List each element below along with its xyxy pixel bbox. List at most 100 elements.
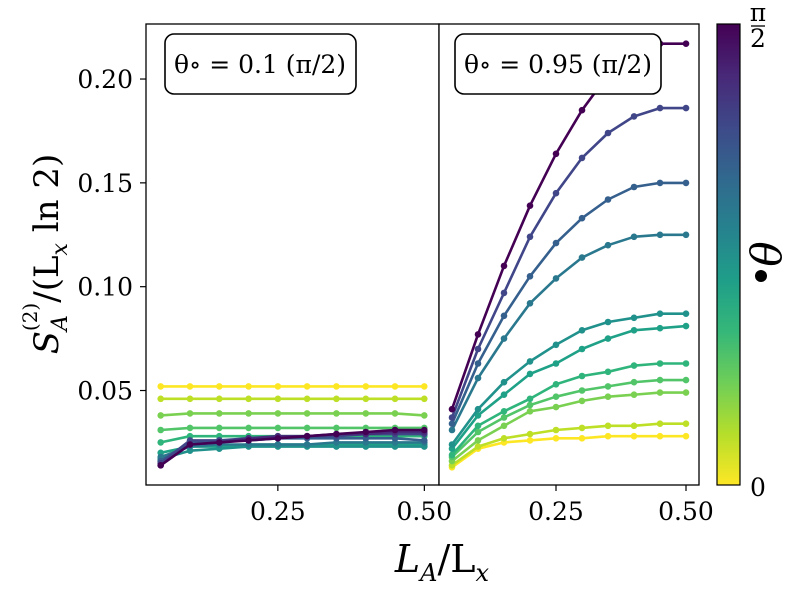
right-point (526, 273, 534, 280)
right-point (500, 378, 508, 386)
ylabel-sup: (2) (18, 303, 42, 331)
xlabel-mid: /L (437, 537, 475, 581)
xlabel-sub2: x (476, 559, 490, 587)
right-panel: 0.25 0.50 θ∘ = 0.95 (π/2) (438, 23, 714, 526)
left-plot-area (146, 24, 439, 485)
left-point (274, 435, 282, 442)
right-series-line-7 (450, 233, 686, 431)
right-point (552, 189, 560, 197)
left-series-0 (157, 383, 428, 390)
right-plot-area (439, 24, 699, 485)
right-point (656, 432, 664, 440)
right-point (552, 275, 560, 282)
xlabel-sub: A (418, 559, 437, 587)
left-point (186, 410, 194, 417)
right-series-8 (448, 179, 690, 428)
right-annotation-box: θ∘ = 0.95 (π/2) (454, 33, 662, 95)
right-point (526, 395, 534, 403)
colorbar-top-num: π (750, 0, 766, 27)
left-series-line-3 (160, 426, 425, 432)
right-series-line-5 (450, 324, 687, 450)
left-point (333, 395, 340, 403)
left-point (421, 426, 428, 434)
right-point (552, 150, 560, 158)
right-point (682, 179, 690, 187)
right-series-2 (448, 389, 690, 465)
right-point (448, 426, 456, 434)
left-point (303, 432, 311, 440)
right-point (578, 424, 586, 432)
right-point (656, 310, 664, 318)
left-point (157, 412, 164, 419)
right-point (682, 310, 690, 318)
left-annotation-text: θ∘ = 0.1 (π/2) (174, 50, 346, 79)
left-y-ticks: 0.05 0.10 0.15 0.20 (77, 65, 146, 406)
left-point (274, 441, 282, 448)
right-series-line-3 (451, 378, 686, 458)
left-point (333, 410, 340, 417)
ylabel-tail: ln 2) (27, 154, 67, 243)
left-point (421, 383, 428, 390)
left-point (333, 383, 340, 390)
left-point (157, 462, 164, 469)
left-point (303, 441, 311, 448)
right-point (448, 420, 456, 428)
xlabel-main: L (394, 537, 420, 581)
right-point (604, 422, 612, 430)
right-x-tick-label: 0.25 (528, 497, 584, 526)
right-point (604, 383, 612, 390)
right-series-3 (448, 376, 690, 461)
left-point (333, 424, 340, 432)
right-point (474, 374, 482, 382)
right-series-6 (448, 310, 690, 448)
right-series-line-0 (451, 434, 686, 469)
right-point (526, 430, 534, 438)
left-point (216, 410, 223, 417)
right-point (682, 432, 690, 440)
colorbar-top-den: 2 (750, 24, 766, 53)
right-point (448, 441, 456, 448)
right-point (500, 312, 508, 320)
left-point (391, 395, 399, 403)
right-point (656, 376, 664, 384)
right-point (474, 428, 482, 436)
right-x-ticks: 0.25 0.50 (528, 485, 714, 526)
x-axis-label: LA/Lx (394, 537, 490, 587)
colorbar-bar (716, 23, 741, 486)
right-point (500, 408, 508, 415)
right-point (500, 262, 508, 270)
right-point (682, 360, 690, 367)
right-point (578, 387, 586, 394)
y-tick-label: 0.20 (77, 65, 133, 94)
right-point (630, 327, 638, 334)
right-frame (438, 23, 700, 486)
right-series-line-6 (450, 312, 686, 446)
left-point (245, 395, 252, 403)
left-panel: 0.05 0.10 0.15 0.20 0.25 0.50 θ∘ = 0.1 (π/2) (77, 23, 452, 526)
right-point (474, 437, 482, 444)
right-point (474, 412, 482, 419)
left-point (274, 383, 282, 390)
left-series-1 (157, 395, 428, 403)
y-axis-label: SA (2)/(Lx ln 2) (18, 154, 73, 355)
right-series-line-9 (450, 106, 686, 418)
colorbar-label: θ (742, 241, 791, 282)
right-point (578, 397, 586, 405)
colorbar-top-label: π 2 (750, 0, 766, 53)
ylabel-sub: A (48, 315, 73, 333)
right-point (526, 202, 534, 209)
right-point (656, 324, 664, 332)
left-point (274, 395, 282, 403)
right-point (500, 289, 508, 297)
left-point (245, 410, 252, 417)
left-point (186, 424, 194, 432)
right-series-9 (448, 104, 690, 421)
right-point (604, 432, 612, 440)
right-point (526, 437, 534, 444)
right-point (578, 435, 586, 442)
left-point (216, 424, 223, 432)
right-point (526, 408, 534, 415)
left-point (245, 437, 252, 444)
ylabel-rest-sub: x (48, 242, 73, 255)
right-point (630, 362, 638, 369)
